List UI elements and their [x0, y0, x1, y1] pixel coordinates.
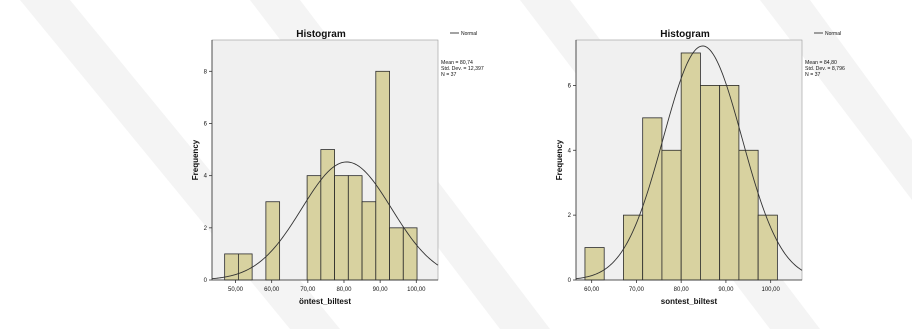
chart-0-bar-7 — [320, 149, 335, 281]
chart-1-x-axis-label: sontest_biltest — [661, 297, 718, 306]
chart-0-stat-2: N = 37 — [441, 72, 457, 78]
chart-1-y-tick-label-3: 6 — [568, 83, 572, 89]
chart-0-bar-13 — [402, 227, 418, 281]
chart-1-bar-4 — [661, 149, 682, 281]
histogram-panel-pretest: Histogram 50,00 60,00 70,00 80,00 90,00 100,00… — [186, 28, 484, 312]
chart-1-stat-1: Std. Dev. = 8,796 — [805, 66, 845, 72]
chart-1-bar-7 — [719, 85, 740, 281]
chart-0-x-tick-label-3: 80,00 — [336, 287, 352, 293]
chart-1-y-axis-label: Frequency — [555, 139, 564, 180]
chart-1-legend-label: Normal — [825, 31, 841, 37]
chart-0-x-tick-label-0: 50,00 — [228, 287, 244, 293]
chart-0-bar-3 — [265, 201, 281, 281]
chart-1-title: Histogram — [660, 29, 710, 40]
chart-1-bar-9 — [757, 214, 778, 281]
chart-1-y-tick-label-2: 4 — [568, 148, 572, 154]
chart-0-y-axis-label: Frequency — [191, 139, 200, 180]
chart-0-y-tick-label-0: 0 — [204, 278, 208, 284]
chart-0-bar-6 — [306, 175, 322, 281]
chart-1-x-tick-label-2: 80,00 — [674, 287, 690, 293]
chart-0-x-tick-label-1: 60,00 — [264, 287, 280, 293]
chart-0-x-tick-label-2: 70,00 — [300, 287, 316, 293]
chart-0-y-tick-label-1: 2 — [204, 226, 208, 232]
chart-0-title: Histogram — [296, 29, 346, 40]
chart-0-bar-1 — [237, 253, 253, 281]
chart-0-stat-0: Mean = 80,74 — [441, 60, 473, 66]
chart-1-y-tick-label-1: 2 — [568, 213, 572, 219]
chart-1-bar-2 — [623, 214, 644, 281]
chart-0-y-tick-label-4: 8 — [204, 69, 208, 75]
chart-0-x-tick-label-5: 100,00 — [407, 287, 426, 293]
histogram-panel-posttest: Histogram 60,00 70,00 80,00 90,00 100,00 0 2 4 6 s… — [550, 28, 845, 312]
chart-1-x-tick-label-3: 90,00 — [718, 287, 734, 293]
chart-0-bar-8 — [334, 175, 349, 281]
chart-1-x-tick-label-1: 70,00 — [629, 287, 645, 293]
chart-0-normal-curve — [211, 161, 439, 280]
chart-0-y-tick-label-2: 4 — [204, 174, 208, 180]
chart-1-x-tick-label-0: 60,00 — [584, 287, 600, 293]
chart-0-bar-10 — [361, 201, 377, 281]
chart-1-x-tick-label-4: 100,00 — [761, 287, 780, 293]
chart-0-bar-9 — [347, 175, 363, 281]
chart-1-bar-6 — [700, 85, 721, 281]
chart-1-bar-8 — [738, 149, 759, 281]
histogram-chart-pretest: Histogram 50,00 60,00 70,00 80,00 90,00 100,00… — [191, 29, 484, 306]
chart-0-x-tick-label-4: 90,00 — [373, 287, 389, 293]
chart-0-y-tick-label-3: 6 — [204, 121, 208, 127]
chart-0-bar-12 — [389, 227, 404, 281]
chart-1-stat-0: Mean = 84,80 — [805, 60, 837, 66]
chart-0-bar-11 — [375, 70, 390, 281]
chart-0-legend-label: Normal — [461, 31, 477, 37]
chart-1-y-tick-label-0: 0 — [568, 278, 572, 284]
chart-1-bar-5 — [680, 52, 701, 281]
chart-0-stat-1: Std. Dev. = 12,397 — [441, 66, 484, 72]
chart-0-x-axis-label: öntest_biltest — [299, 297, 351, 306]
chart-1-bar-0 — [584, 247, 605, 281]
histogram-chart-posttest: Histogram 60,00 70,00 80,00 90,00 100,00 0 2 4 6 s… — [555, 29, 845, 306]
chart-1-stat-2: N = 37 — [805, 72, 821, 78]
chart-1-normal-curve — [575, 45, 803, 280]
